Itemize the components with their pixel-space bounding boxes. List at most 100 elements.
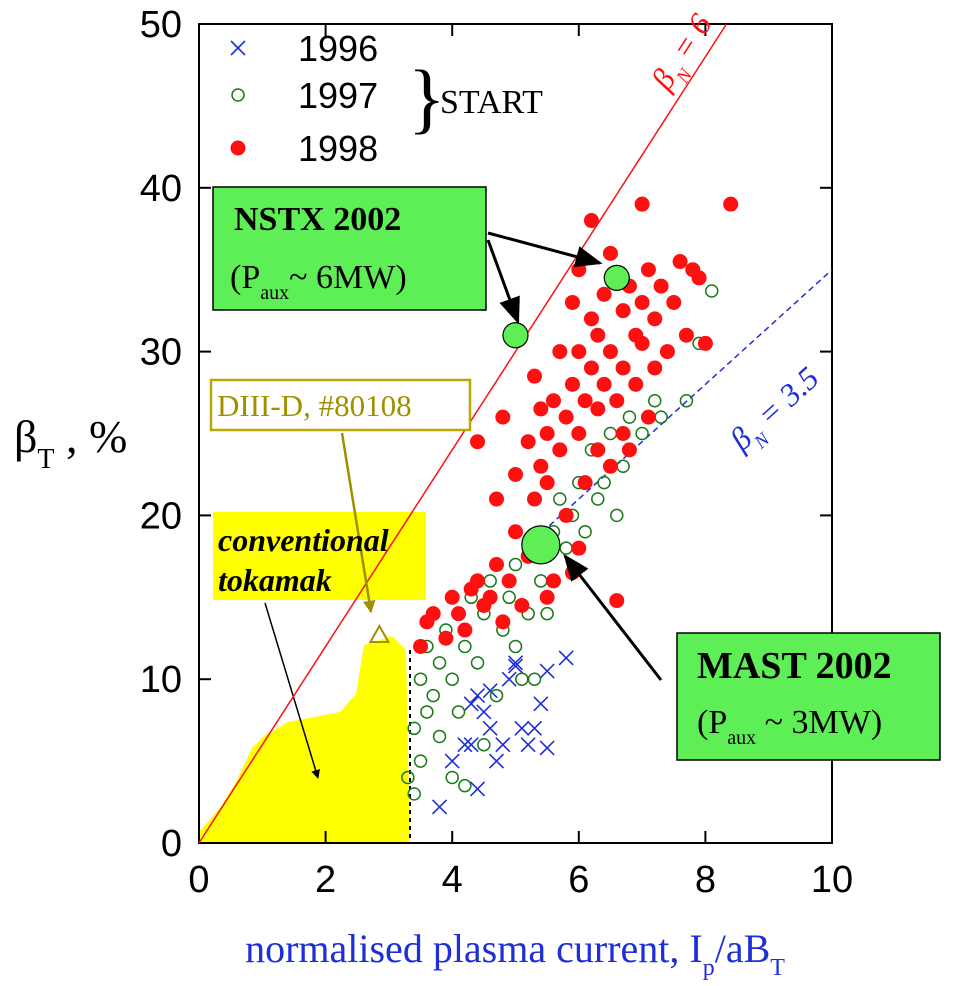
point: [691, 270, 707, 286]
diii-d-point: [368, 623, 391, 643]
point: [526, 720, 543, 736]
annotation-subtitle-sub: aux: [260, 282, 289, 304]
point: [603, 426, 618, 441]
point: [647, 311, 663, 327]
point: [602, 245, 618, 261]
point: [590, 442, 606, 458]
point: [622, 410, 637, 424]
point: [458, 639, 472, 654]
point: [413, 638, 429, 654]
y-tick-label: 10: [140, 659, 182, 701]
nstx-point: [603, 264, 630, 291]
point: [508, 639, 523, 654]
region-arrow: [264, 602, 320, 779]
y-axis-label: βT , %: [14, 411, 127, 475]
point: [501, 573, 517, 589]
point: [723, 196, 739, 212]
point: [458, 778, 472, 793]
point: [540, 606, 554, 621]
y-axis-label-sub: T: [37, 444, 54, 475]
point: [559, 541, 573, 555]
annotation-subtitle: (Paux~ 6MW): [230, 259, 407, 304]
annotation-arrow: [487, 231, 603, 268]
x-tick-label: 6: [568, 859, 589, 901]
y-axis-label-part: , %: [55, 411, 128, 462]
point: [679, 393, 694, 408]
x-tick-label: 0: [188, 859, 209, 901]
point: [526, 368, 542, 384]
y-tick-label: 20: [140, 495, 182, 537]
point: [438, 630, 454, 646]
point: [407, 787, 421, 801]
point: [564, 294, 580, 310]
point: [482, 589, 498, 605]
y-axis-label-part: β: [14, 411, 37, 462]
x-axis-label-part: /aB: [715, 926, 771, 971]
point: [425, 606, 441, 622]
point: [634, 196, 650, 212]
point: [697, 335, 713, 351]
point: [654, 410, 668, 424]
beta-n-label-part: = 3.5: [744, 359, 826, 438]
point: [610, 508, 624, 523]
point: [488, 753, 505, 769]
x-tick-label: 4: [442, 859, 463, 901]
beta-n-line: [533, 269, 833, 540]
point: [413, 754, 428, 768]
point: [489, 688, 504, 703]
point: [640, 262, 656, 278]
y-tick-label: 30: [140, 332, 182, 374]
point: [552, 344, 568, 360]
point: [609, 593, 625, 609]
point: [526, 491, 542, 507]
point: [597, 475, 611, 490]
point: [571, 426, 587, 441]
point: [539, 426, 555, 441]
point: [628, 376, 644, 392]
point: [533, 401, 549, 417]
point: [634, 294, 650, 310]
point: [533, 696, 549, 712]
point: [596, 376, 612, 392]
point: [545, 573, 561, 589]
x-tick-label: 10: [811, 859, 853, 901]
annotation-arrow: [486, 239, 520, 325]
legend-marker: [231, 88, 245, 102]
point: [470, 434, 486, 450]
beta-n-label-part: = 6: [659, 7, 718, 72]
point: [640, 409, 656, 425]
point: [578, 525, 592, 539]
point: [502, 590, 516, 605]
point: [533, 458, 549, 474]
x-axis-label: normalised plasma current, Ip/aBT: [245, 926, 785, 981]
point: [432, 729, 447, 744]
point: [470, 656, 485, 670]
point: [420, 705, 434, 719]
point: [469, 688, 486, 704]
point: [457, 737, 473, 753]
annotation-arrow: [340, 432, 376, 614]
conventional-region: [199, 636, 410, 843]
point: [457, 622, 473, 638]
annotation-arrow: [563, 553, 663, 681]
point: [520, 434, 536, 450]
point: [558, 650, 574, 666]
point: [647, 360, 663, 376]
point: [476, 704, 492, 720]
point: [666, 294, 682, 310]
point: [489, 491, 505, 507]
point: [451, 705, 466, 719]
point: [507, 658, 524, 674]
point: [552, 442, 568, 458]
point: [539, 475, 555, 491]
point: [545, 393, 561, 409]
annotation-subtitle-part: (P: [697, 704, 727, 741]
point: [659, 344, 675, 360]
point: [596, 286, 612, 302]
point: [564, 376, 580, 392]
point: [445, 770, 459, 785]
point: [653, 278, 669, 294]
legend-marker: [230, 40, 246, 56]
annotation-box: [209, 378, 472, 432]
